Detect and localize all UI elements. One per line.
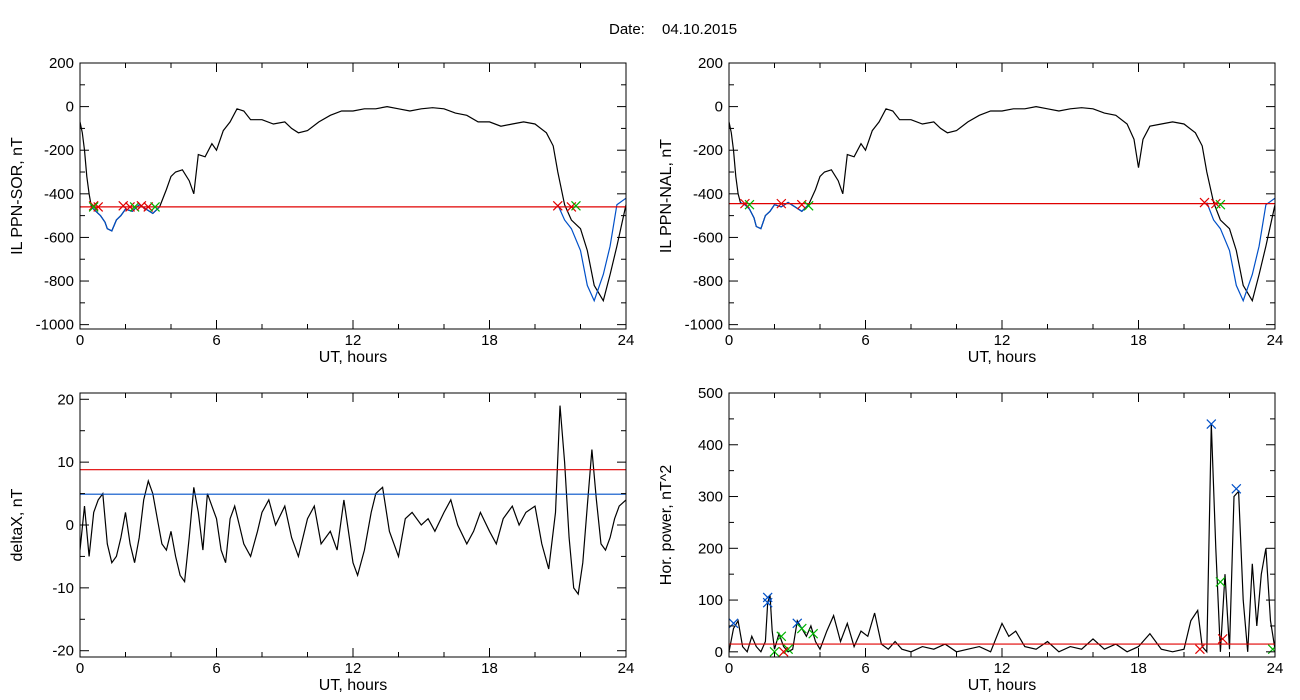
- y-tick-label: 400: [698, 437, 723, 454]
- peak-marker-green: [808, 628, 819, 639]
- peak-marker-green: [803, 200, 814, 211]
- series-line-blue-2: [1206, 197, 1275, 303]
- plot-area: [80, 405, 626, 596]
- series-line-blue-2: [557, 197, 626, 303]
- x-axis-label: UT, hours: [968, 677, 1036, 694]
- x-tick-label: 6: [212, 660, 220, 677]
- plot-frame: [79, 62, 627, 330]
- y-axis-label: IL PPN-NAL, nT: [658, 139, 675, 253]
- x-tick-label: 0: [76, 332, 84, 349]
- peak-marker-blue: [762, 597, 773, 608]
- y-tick-label: 200: [698, 540, 723, 557]
- plot-frame: [728, 62, 1276, 330]
- plot-area: [80, 105, 626, 303]
- series-line-black-0: [80, 405, 626, 596]
- x-tick-label: 12: [994, 332, 1011, 349]
- y-tick-label: 100: [698, 592, 723, 609]
- figure-title-label: Date:: [609, 21, 645, 38]
- x-tick-label: 6: [212, 332, 220, 349]
- chart-il-ppn-sor: 0 6 12 18 24 200 0 -200 -400 -600 -800 -1000 UT, hou…: [9, 55, 634, 366]
- x-tick-label: 18: [1130, 332, 1147, 349]
- peak-marker-green: [88, 201, 99, 212]
- y-tick-label: 0: [715, 644, 723, 661]
- x-axis-label: UT, hours: [319, 349, 387, 366]
- peak-marker-red: [1199, 197, 1210, 208]
- y-axis-label: IL PPN-SOR, nT: [9, 137, 26, 255]
- x-tick-label: 0: [725, 660, 733, 677]
- y-tick-label: 500: [698, 385, 723, 402]
- x-tick-label: 24: [618, 660, 635, 677]
- y-tick-label: -20: [52, 643, 74, 660]
- y-tick-label: -600: [44, 229, 74, 246]
- y-tick-label: 10: [57, 454, 74, 471]
- peak-marker-red: [93, 201, 104, 212]
- peak-marker-green: [769, 646, 780, 657]
- peak-marker-green: [776, 631, 787, 642]
- peak-marker-red: [776, 198, 787, 209]
- y-tick-label: -10: [52, 580, 74, 597]
- x-tick-label: 12: [994, 660, 1011, 677]
- x-tick-label: 18: [1130, 660, 1147, 677]
- peak-marker-red: [552, 200, 563, 211]
- peak-marker-red: [778, 646, 789, 657]
- x-tick-label: 0: [76, 660, 84, 677]
- x-tick-label: 0: [725, 332, 733, 349]
- y-tick-label: 20: [57, 391, 74, 408]
- y-tick-label: -800: [44, 273, 74, 290]
- series-line-blue-1: [90, 203, 161, 232]
- y-tick-label: -400: [44, 186, 74, 203]
- y-tick-label: 0: [66, 517, 74, 534]
- y-tick-label: 0: [66, 99, 74, 116]
- chart-il-ppn-nal: 0 6 12 18 24 200 0 -200 -400 -600 -800 -1000 UT, hou…: [658, 55, 1283, 366]
- series-line-blue-1: [740, 201, 810, 230]
- peak-marker-blue: [1206, 419, 1217, 429]
- peak-marker-green: [150, 201, 160, 212]
- x-tick-label: 24: [1267, 332, 1284, 349]
- peak-marker-green: [783, 644, 794, 655]
- series-line-black-0: [80, 105, 626, 303]
- peak-marker-red: [1217, 633, 1228, 644]
- peak-marker-green: [571, 200, 581, 211]
- y-tick-label: 200: [698, 55, 723, 72]
- x-tick-label: 12: [345, 660, 362, 677]
- y-tick-label: -600: [693, 229, 723, 246]
- x-axis-label: UT, hours: [319, 677, 387, 694]
- x-axis-label: UT, hours: [968, 349, 1036, 366]
- peak-marker-red: [125, 201, 135, 212]
- y-tick-label: 200: [49, 55, 74, 72]
- chart-deltax: 0 6 12 18 24 20 10 0 -10 -20 UT, hours deltaX, nT: [9, 391, 634, 694]
- x-tick-label: 12: [345, 332, 362, 349]
- y-tick-label: -800: [693, 273, 723, 290]
- series-line-black-0: [729, 424, 1275, 654]
- figure-title-date: 04.10.2015: [662, 21, 737, 38]
- chart-hor-power: 0 6 12 18 24 500 400 300 200 100 0 UT, hours Hor. po…: [658, 385, 1283, 694]
- y-tick-label: 300: [698, 489, 723, 506]
- x-tick-label: 6: [861, 660, 869, 677]
- plot-frame: [79, 392, 627, 658]
- y-tick-label: 0: [715, 99, 723, 116]
- x-tick-label: 24: [1267, 660, 1284, 677]
- y-axis-label: Hor. power, nT^2: [658, 465, 675, 586]
- plot-area: [729, 419, 1275, 657]
- peak-marker-blue: [1231, 483, 1242, 494]
- x-tick-label: 18: [481, 332, 498, 349]
- peak-marker-green: [1215, 199, 1226, 210]
- x-tick-label: 6: [861, 332, 869, 349]
- peak-marker-green: [796, 623, 807, 634]
- peak-marker-green: [1215, 577, 1226, 587]
- y-tick-label: -200: [44, 142, 74, 159]
- plot-area: [729, 105, 1275, 303]
- peak-marker-green: [744, 199, 755, 210]
- y-tick-label: -200: [693, 142, 723, 159]
- y-tick-label: -1000: [685, 317, 723, 334]
- y-axis-label: deltaX, nT: [9, 488, 26, 561]
- y-tick-label: -400: [693, 186, 723, 203]
- peak-marker-green: [1267, 644, 1275, 655]
- y-tick-label: -1000: [36, 317, 74, 334]
- x-tick-label: 24: [618, 332, 635, 349]
- peak-marker-red: [1195, 644, 1205, 655]
- x-tick-label: 18: [481, 660, 498, 677]
